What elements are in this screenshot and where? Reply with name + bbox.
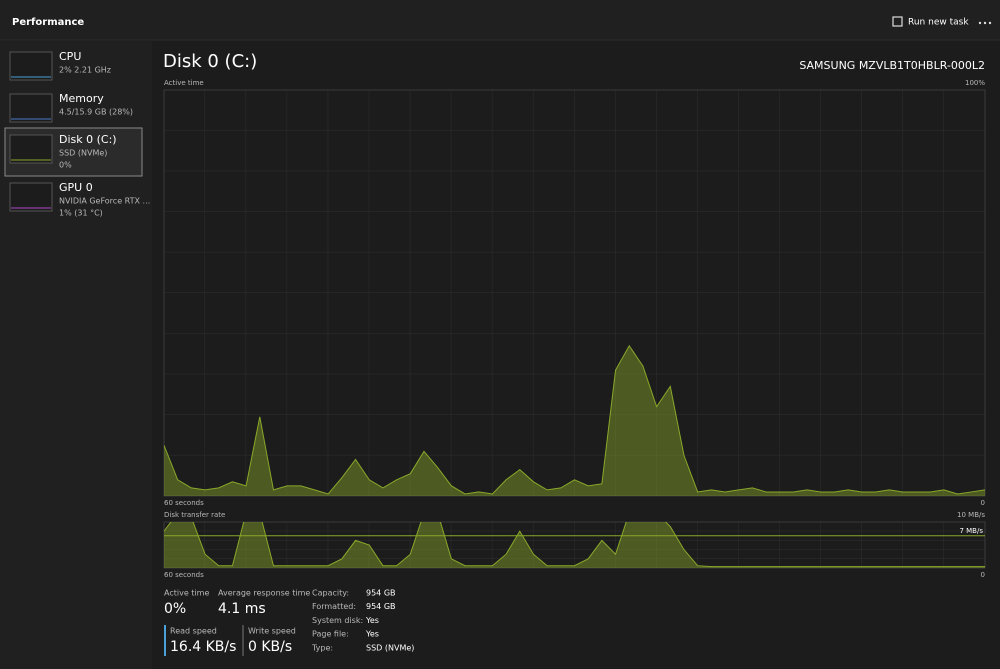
stat-value: 16.4 KB/s	[170, 639, 236, 655]
property-label: Capacity:	[312, 589, 349, 598]
property-value: Yes	[365, 616, 379, 625]
more-button[interactable]	[978, 21, 992, 25]
x-tick-label: 60 seconds	[164, 499, 204, 507]
item-name: CPU	[59, 50, 81, 63]
y-tick-label: 0	[981, 571, 985, 579]
item-name: Memory	[59, 92, 104, 105]
y-tick-label: 10 MB/s	[957, 511, 985, 519]
x-tick-label: 60 seconds	[164, 571, 204, 579]
thumbnail	[9, 51, 53, 81]
chart-label: Active time	[164, 79, 204, 87]
property-label: Page file:	[312, 630, 349, 639]
thumbnail	[9, 93, 53, 123]
item-name: Disk 0 (C:)	[59, 133, 117, 146]
stat-label: Read speed	[170, 627, 217, 636]
stat-label: Average response time	[218, 589, 310, 598]
chart-frame	[163, 521, 986, 569]
area-fill	[164, 522, 985, 568]
property-label: Type:	[311, 643, 333, 652]
y-tick-label: 100%	[965, 79, 985, 87]
item-detail: SSD (NVMe)	[59, 149, 107, 158]
area-line	[164, 344, 985, 495]
disk-title: Disk 0 (C:)	[163, 51, 257, 72]
run-new-task-label: Run new task	[908, 18, 969, 28]
property-value: Yes	[365, 630, 379, 639]
stat-label: Write speed	[248, 627, 296, 636]
run-icon	[892, 16, 903, 27]
stat-label: Active time	[164, 589, 209, 598]
stat-value: 0%	[164, 601, 186, 617]
property-label: System disk:	[312, 616, 363, 625]
header-bar	[0, 0, 1000, 40]
item-detail: 1% (31 °C)	[59, 209, 103, 218]
reference-label: 7 MB/s	[959, 527, 983, 535]
chart-frame	[163, 89, 986, 497]
thumbnail	[9, 134, 53, 164]
chart-label: Disk transfer rate	[164, 511, 225, 519]
item-detail: 4.5/15.9 GB (28%)	[59, 108, 133, 117]
property-value: SSD (NVMe)	[366, 643, 414, 652]
disk-model: SAMSUNG MZVLB1T0HBLR-000L2	[799, 59, 985, 72]
stat-value: 0 KB/s	[248, 639, 292, 655]
thumbnail	[9, 182, 53, 212]
sidebar-item[interactable]: Disk 0 (C:) SSD (NVMe) 0%	[9, 133, 117, 170]
sidebar-item[interactable]: Memory 4.5/15.9 GB (28%)	[9, 92, 133, 123]
run-new-task-button[interactable]: Run new task	[892, 16, 969, 28]
item-detail: NVIDIA GeForce RTX ...	[59, 197, 150, 206]
header-title: Performance	[12, 17, 84, 28]
stat-value: 4.1 ms	[218, 601, 266, 617]
item-name: GPU 0	[59, 181, 93, 194]
sidebar-item[interactable]: GPU 0 NVIDIA GeForce RTX ... 1% (31 °C)	[9, 181, 150, 218]
property-value: 954 GB	[366, 589, 396, 598]
item-detail: 2% 2.21 GHz	[59, 66, 111, 75]
item-detail: 0%	[59, 161, 72, 170]
property-value: 954 GB	[366, 602, 396, 611]
area-line	[164, 522, 985, 568]
y-tick-label: 0	[981, 499, 985, 507]
property-label: Formatted:	[312, 602, 356, 611]
sidebar-item[interactable]: CPU 2% 2.21 GHz	[9, 50, 111, 81]
